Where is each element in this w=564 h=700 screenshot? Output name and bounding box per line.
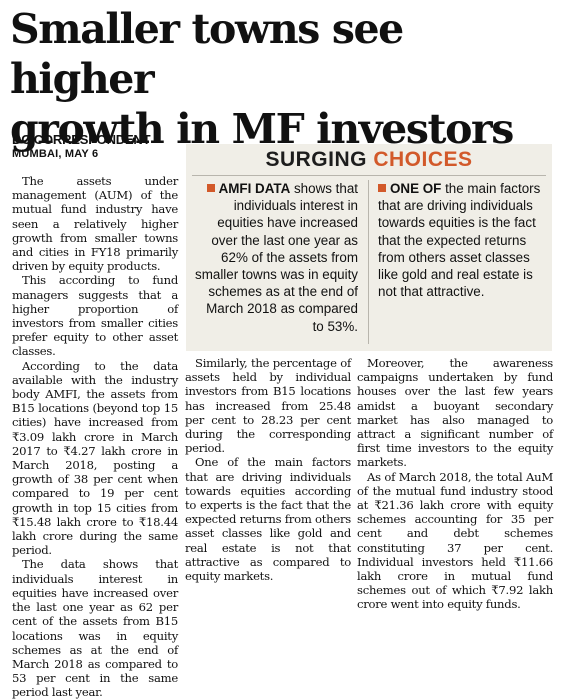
article-paragraph-4: The data shows that individuals interest… [12,557,178,700]
sidebar-box: SURGING CHOICES AMFI DATA shows that ind… [186,144,552,351]
sidebar-title-word-2: CHOICES [373,148,473,171]
author: DC CORRESPONDENT [12,132,151,147]
article-paragraph-6: One of the main factors that are driving… [185,455,351,584]
dateline: MUMBAI, MAY 6 [12,148,99,160]
sidebar-item-1: AMFI DATA shows that individuals interes… [194,180,358,335]
sidebar-item-2: ONE OF the main factors that are driving… [378,180,542,300]
article-paragraph-7: Moreover, the awareness campaigns undert… [357,356,553,470]
article-paragraph-8: As of March 2018, the total AuM of the m… [357,469,553,612]
orange-square-bullet-icon [206,184,215,192]
sidebar-item-2-lead: ONE OF [390,181,442,196]
sidebar-rule [192,175,546,176]
article-column-2: Similarly, the percentage of assets held… [185,356,351,583]
sidebar-item-2-text: the main factors that are driving indivi… [378,181,541,300]
byline: DC CORRESPONDENT MUMBAI, MAY 6 [12,132,151,161]
sidebar-divider [368,180,369,344]
headline-line-1: Smaller towns see higher [10,5,404,103]
article-paragraph-1: The assets under management (AUM) of the… [12,174,178,274]
article-paragraph-2: This according to fund managers suggests… [12,273,178,359]
sidebar-item-1-text: shows that individuals interest in equit… [195,181,358,334]
article-paragraph-5: Similarly, the percentage of assets held… [185,356,351,456]
sidebar-title: SURGING CHOICES [186,148,552,172]
article-paragraph-3: According to the data available with the… [12,358,178,558]
orange-square-bullet-icon [378,184,386,192]
article-column-3: Moreover, the awareness campaigns undert… [357,356,553,612]
sidebar-title-word-1: SURGING [265,148,367,171]
sidebar-item-1-lead: AMFI DATA [218,181,291,196]
article-column-1: The assets under management (AUM) of the… [12,174,178,700]
